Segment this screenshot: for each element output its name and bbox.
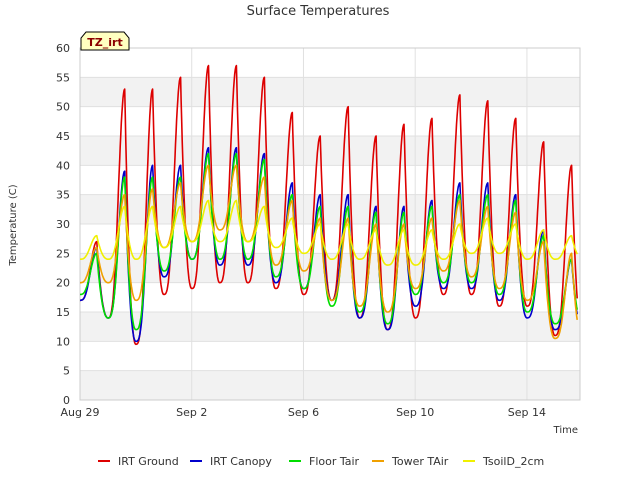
y-tick-label: 40	[56, 159, 70, 172]
grid-lines	[79, 47, 581, 401]
legend-label: IRT Ground	[118, 455, 179, 468]
y-tick-label: 25	[56, 247, 70, 260]
plot-frame	[79, 47, 581, 401]
y-tick-label: 30	[56, 218, 70, 231]
badge-shape	[80, 31, 130, 51]
grid-band	[80, 370, 580, 400]
grid-band	[80, 194, 580, 224]
y-tick-label: 60	[56, 42, 70, 55]
legend-label: TsoilD_2cm	[482, 455, 544, 468]
grid-band	[80, 136, 580, 166]
y-tick-label: 5	[63, 365, 70, 378]
legend-label: Floor Tair	[309, 455, 360, 468]
legend-label: IRT Canopy	[210, 455, 272, 468]
x-tick-label: Sep 6	[288, 406, 319, 419]
x-tick-labels: Aug 29 Sep 2 Sep 6 Sep 10 Sep 14	[61, 406, 547, 419]
y-tick-label: 35	[56, 189, 70, 202]
y-tick-label: 0	[63, 394, 70, 407]
legend-label: Tower TAir	[391, 455, 449, 468]
x-tick-label: Sep 10	[396, 406, 434, 419]
grid-band	[80, 312, 580, 342]
chart-title: Surface Temperatures	[247, 4, 390, 19]
grid-band	[80, 77, 580, 107]
y-tick-label: 20	[56, 277, 70, 290]
x-tick-label: Aug 29	[61, 406, 100, 419]
series-layer	[79, 64, 578, 346]
x-axis-label: Time	[553, 425, 578, 436]
x-tick-label: Sep 14	[508, 406, 546, 419]
y-tick-label: 10	[56, 335, 70, 348]
y-tick-label: 45	[56, 130, 70, 143]
tz-badge: TZ_irt	[80, 31, 130, 51]
y-tick-label: 15	[56, 306, 70, 319]
y-tick-label: 55	[56, 71, 70, 84]
y-tick-label: 50	[56, 101, 70, 114]
badge-label: TZ_irt	[87, 36, 122, 49]
y-axis-label: Temperature (C)	[8, 184, 19, 266]
x-tick-label: Sep 2	[176, 406, 207, 419]
legend: IRT Ground IRT Canopy Floor Tair Tower TAir…	[98, 455, 544, 468]
y-tick-labels: 0 5 10 15 20 25 30 35 40 45 50 55 60	[56, 42, 70, 407]
series-line-tsoild-2cm	[79, 199, 578, 266]
